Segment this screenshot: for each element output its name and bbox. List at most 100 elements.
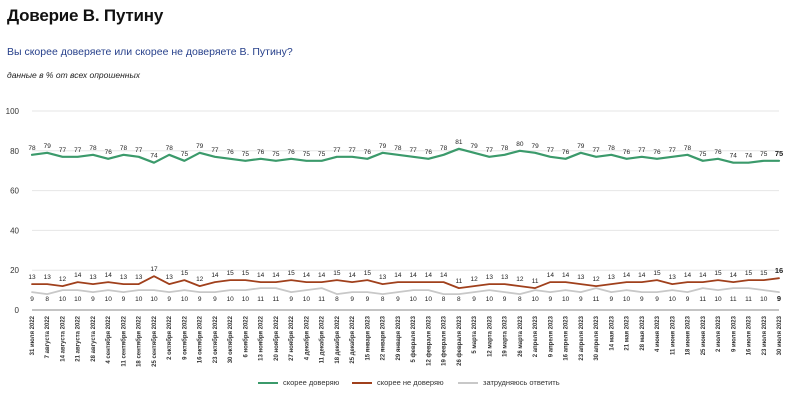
question-subtitle: Вы скорее доверяете или скорее не доверя… <box>7 46 293 58</box>
data-label-hard: 10 <box>562 296 570 303</box>
data-label-trust: 79 <box>379 143 387 150</box>
x-tick-label: 18 сентября 2022 <box>136 315 143 367</box>
x-tick-label: 18 декабря 2022 <box>334 315 341 363</box>
data-label-distrust: 14 <box>74 272 82 279</box>
legend-swatch-hard <box>458 381 478 384</box>
data-label-distrust: 12 <box>470 276 478 283</box>
x-tick-label: 12 февраля 2023 <box>425 315 432 366</box>
x-tick-label: 6 ноября 2022 <box>242 315 249 357</box>
data-label-trust: 79 <box>577 143 585 150</box>
x-tick-label: 20 ноября 2022 <box>273 315 280 361</box>
data-label-hard: 9 <box>777 294 781 303</box>
data-label-distrust: 15 <box>714 270 722 277</box>
data-label-distrust: 14 <box>638 272 646 279</box>
data-label-hard: 9 <box>30 296 34 303</box>
data-label-trust: 78 <box>89 145 97 152</box>
x-tick-label: 19 марта 2023 <box>503 315 509 357</box>
x-tick-label: 13 ноября 2022 <box>258 315 265 361</box>
data-label-trust: 75 <box>303 151 311 158</box>
data-label-hard: 8 <box>442 296 446 303</box>
data-label-hard: 10 <box>669 296 677 303</box>
data-label-distrust: 14 <box>730 272 738 279</box>
x-tick-label: 2 апреля 2023 <box>533 315 539 357</box>
y-tick-label: 60 <box>10 187 19 196</box>
x-tick-label: 19 февраля 2023 <box>441 315 448 366</box>
data-label-hard: 10 <box>714 296 722 303</box>
x-tick-label: 2 октября 2022 <box>166 315 173 360</box>
data-label-distrust: 13 <box>120 274 128 281</box>
data-label-hard: 11 <box>699 296 706 303</box>
data-label-distrust: 13 <box>379 274 387 281</box>
data-label-trust: 77 <box>547 147 555 154</box>
data-label-trust: 77 <box>349 147 357 154</box>
data-label-distrust: 14 <box>303 272 311 279</box>
data-label-hard: 10 <box>150 296 158 303</box>
x-tick-label: 23 октября 2022 <box>212 315 219 363</box>
x-tick-label: 14 мая 2023 <box>609 315 615 350</box>
data-label-distrust: 13 <box>577 274 585 281</box>
data-label-hard: 10 <box>227 296 235 303</box>
data-label-distrust: 13 <box>669 274 677 281</box>
data-label-distrust: 14 <box>272 272 280 279</box>
legend-swatch-trust <box>258 381 278 384</box>
data-label-trust: 79 <box>44 143 52 150</box>
data-label-distrust: 14 <box>547 272 555 279</box>
data-label-distrust: 16 <box>775 266 783 275</box>
data-label-trust: 76 <box>105 149 113 156</box>
data-label-distrust: 14 <box>623 272 631 279</box>
data-label-trust: 79 <box>470 143 478 150</box>
data-label-hard: 11 <box>745 296 752 303</box>
units-note: данные в % от всех опрошенных <box>7 70 140 80</box>
data-label-hard: 10 <box>425 296 433 303</box>
data-label-trust: 78 <box>440 145 448 152</box>
data-label-distrust: 12 <box>516 276 524 283</box>
data-label-hard: 10 <box>531 296 539 303</box>
x-tick-label: 25 сентября 2022 <box>151 315 158 367</box>
data-label-trust: 78 <box>608 145 616 152</box>
x-tick-label: 18 июня 2023 <box>686 315 692 355</box>
data-label-hard: 10 <box>181 296 189 303</box>
x-tick-label: 9 апреля 2023 <box>548 315 554 357</box>
data-label-distrust: 13 <box>44 274 52 281</box>
data-label-hard: 11 <box>318 296 325 303</box>
data-label-trust: 78 <box>684 145 692 152</box>
y-tick-label: 100 <box>6 107 20 116</box>
data-label-trust: 78 <box>120 145 128 152</box>
data-label-trust: 74 <box>745 153 753 160</box>
x-tick-label: 30 октября 2022 <box>227 315 234 363</box>
data-label-hard: 9 <box>122 296 126 303</box>
data-label-trust: 79 <box>196 143 204 150</box>
data-label-trust: 76 <box>227 149 235 156</box>
data-label-trust: 74 <box>150 153 158 160</box>
data-label-distrust: 15 <box>227 270 235 277</box>
x-tick-label: 26 февраля 2023 <box>456 315 463 366</box>
data-label-hard: 8 <box>457 296 461 303</box>
legend-label-trust: скорее доверяю <box>283 378 340 387</box>
data-label-trust: 80 <box>516 141 524 148</box>
x-tick-label: 27 ноября 2022 <box>288 315 295 361</box>
x-tick-label: 21 августа 2022 <box>76 315 82 361</box>
data-label-trust: 78 <box>28 145 36 152</box>
data-label-distrust: 13 <box>501 274 509 281</box>
data-label-hard: 10 <box>486 296 494 303</box>
data-label-trust: 78 <box>394 145 402 152</box>
data-label-distrust: 14 <box>349 272 357 279</box>
data-label-distrust: 14 <box>684 272 692 279</box>
series-line-trust <box>30 147 781 164</box>
data-label-hard: 10 <box>760 296 768 303</box>
data-label-trust: 77 <box>592 147 600 154</box>
data-label-hard: 9 <box>472 296 476 303</box>
x-tick-label: 16 июля 2023 <box>747 315 753 355</box>
x-tick-label: 21 мая 2023 <box>625 315 631 350</box>
data-label-distrust: 13 <box>89 274 97 281</box>
data-label-distrust: 14 <box>425 272 433 279</box>
data-label-hard: 9 <box>609 296 613 303</box>
data-label-distrust: 14 <box>318 272 326 279</box>
data-label-trust: 78 <box>166 145 174 152</box>
data-label-hard: 9 <box>655 296 659 303</box>
data-label-hard: 8 <box>381 296 385 303</box>
x-tick-label: 11 июня 2023 <box>670 315 676 355</box>
data-label-trust: 75 <box>699 151 707 158</box>
data-label-trust: 77 <box>638 147 646 154</box>
data-label-hard: 9 <box>549 296 553 303</box>
